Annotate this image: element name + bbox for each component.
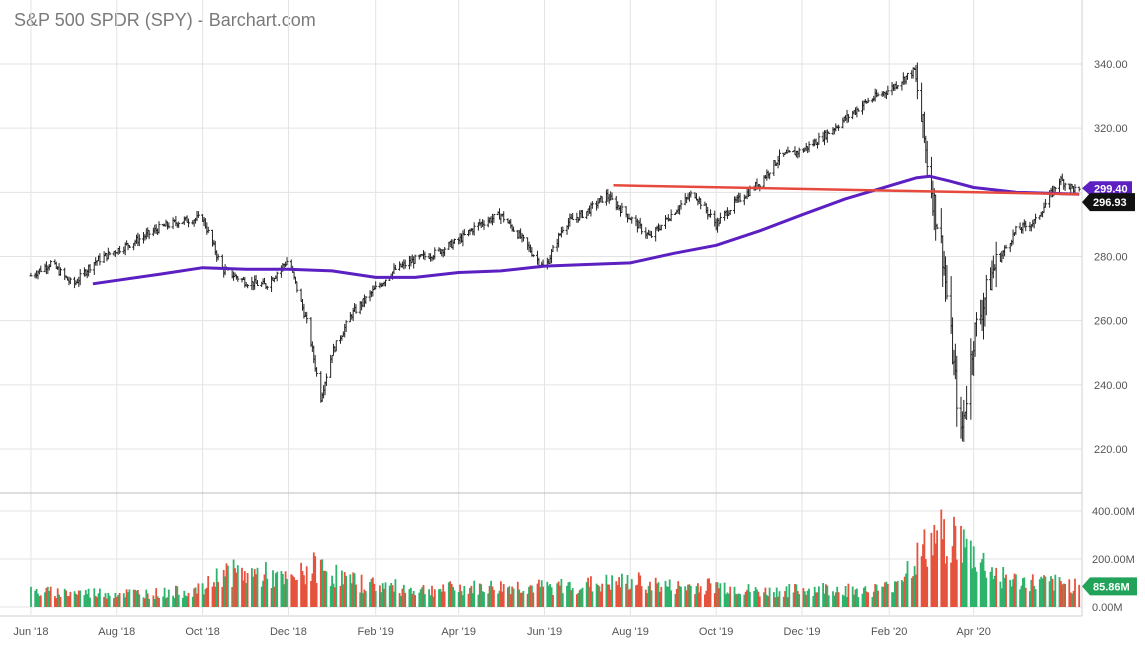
price-y-tick-label: 220.00 [1094,444,1128,456]
moving-average-line [92,174,1080,286]
chart-title: S&P 500 SPDR (SPY) - Barchart.com [14,10,316,30]
last-volume-badge [1082,577,1137,596]
last-volume-label: 85.86M [1093,581,1130,593]
x-tick-label: Dec '19 [784,626,821,638]
price-y-tick-label: 320.00 [1094,123,1128,135]
price-y-tick-label: 240.00 [1094,380,1128,392]
price-y-tick-label: 340.00 [1094,59,1128,71]
ma-value-badge [1082,181,1132,196]
ohlc-bars [29,62,1081,442]
x-tick-label: Oct '19 [699,626,734,638]
x-tick-label: Apr '19 [441,626,476,638]
volume-y-tick-label: 200.00M [1092,554,1135,566]
volume-y-tick-label: 0.00M [1092,602,1123,614]
x-tick-label: Aug '19 [612,626,649,638]
price-y-tick-label: 280.00 [1094,252,1128,264]
x-tick-label: Jun '19 [527,626,562,638]
x-tick-label: Feb '20 [871,626,907,638]
x-tick-label: Dec '18 [270,626,307,638]
x-tick-label: Apr '20 [956,626,991,638]
trendline [613,184,1080,196]
x-tick-label: Aug '18 [98,626,135,638]
volume-bars [30,509,1081,607]
x-tick-label: Jun '18 [13,626,48,638]
last-price-label: 296.93 [1093,197,1127,209]
x-tick-label: Oct '18 [185,626,220,638]
price-y-tick-label: 260.00 [1094,316,1128,328]
volume-y-tick-label: 400.00M [1092,506,1135,518]
x-tick-label: Feb '19 [357,626,393,638]
ma-value-label: 299.40 [1094,183,1128,195]
last-price-badge [1082,193,1135,212]
